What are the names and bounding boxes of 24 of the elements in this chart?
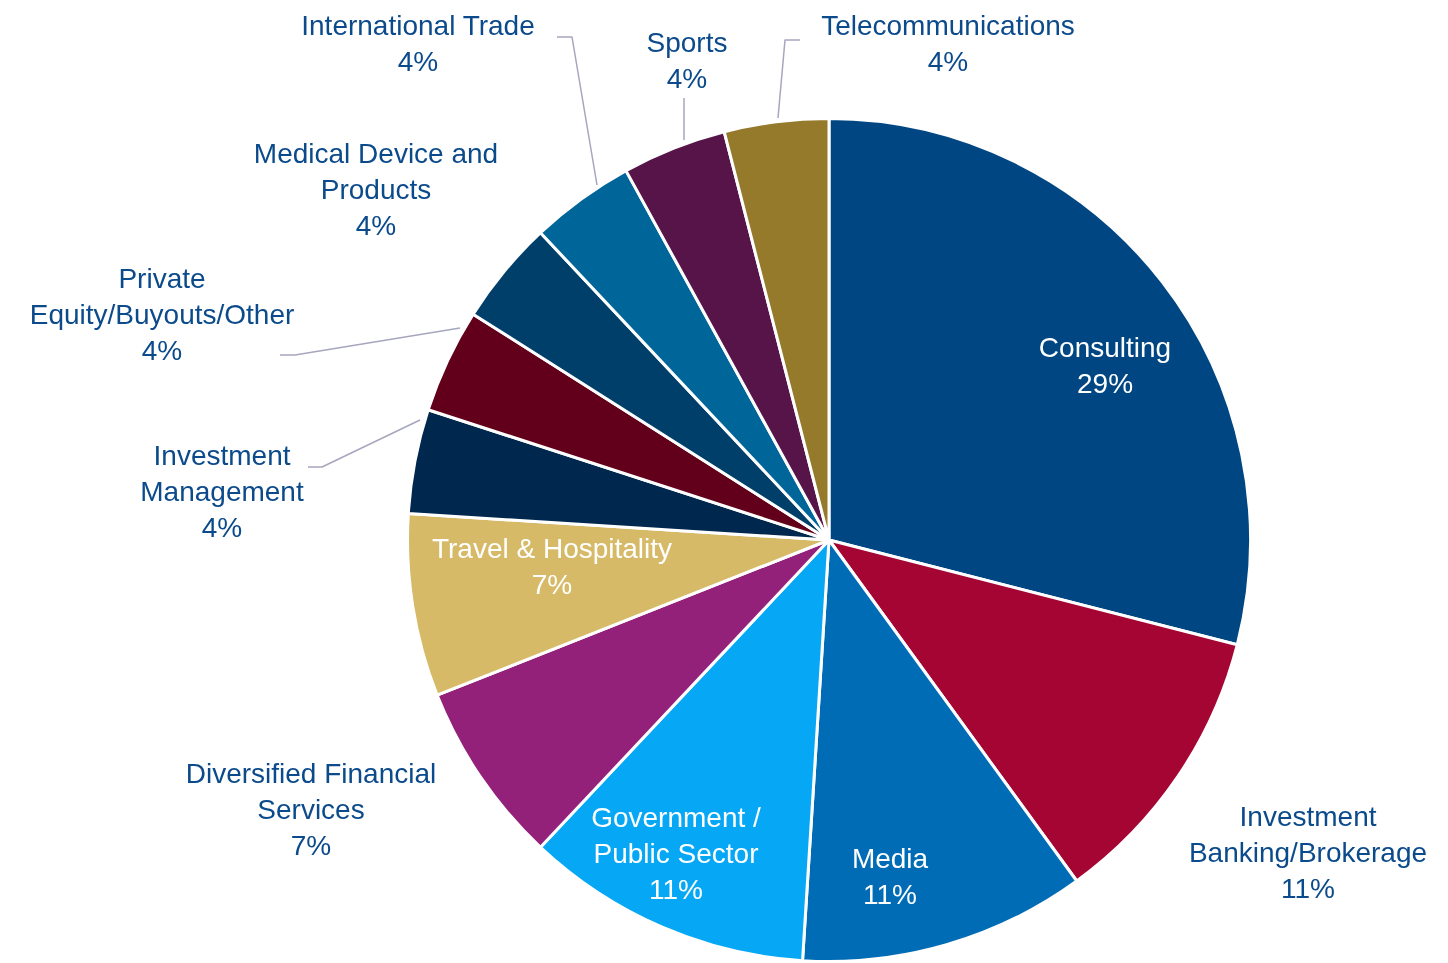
data-label: 11%	[649, 873, 703, 905]
slice-label: Travel & Hospitality	[431, 532, 673, 564]
slice-label: Sports	[646, 26, 728, 58]
slice-label: Private Equity/Buyouts/Other	[29, 262, 295, 330]
slice-label: Consulting	[1038, 331, 1172, 363]
data-label: 4%	[666, 62, 708, 94]
data-label: 4%	[397, 45, 439, 77]
data-label: 7%	[531, 568, 573, 600]
data-label: 11%	[1281, 872, 1335, 904]
data-label: 29%	[1076, 367, 1134, 399]
slice-label: Telecommunications	[821, 9, 1075, 41]
slice-label: Diversified Financial Services	[185, 757, 437, 825]
slice-label: Media	[851, 842, 929, 874]
slice-label: Investment Banking/Brokerage	[1188, 800, 1428, 868]
slice-label: Investment Management	[140, 439, 304, 507]
slice-label: Medical Device and Products	[253, 137, 499, 205]
data-label: 4%	[355, 209, 397, 241]
data-label: 4%	[201, 511, 243, 543]
data-label: 4%	[927, 45, 969, 77]
data-label: 7%	[290, 829, 332, 861]
slice-label: Government / Public Sector	[591, 801, 762, 869]
slice-label: International Trade	[301, 9, 535, 41]
data-label: 4%	[141, 334, 183, 366]
data-label: 11%	[863, 878, 917, 910]
